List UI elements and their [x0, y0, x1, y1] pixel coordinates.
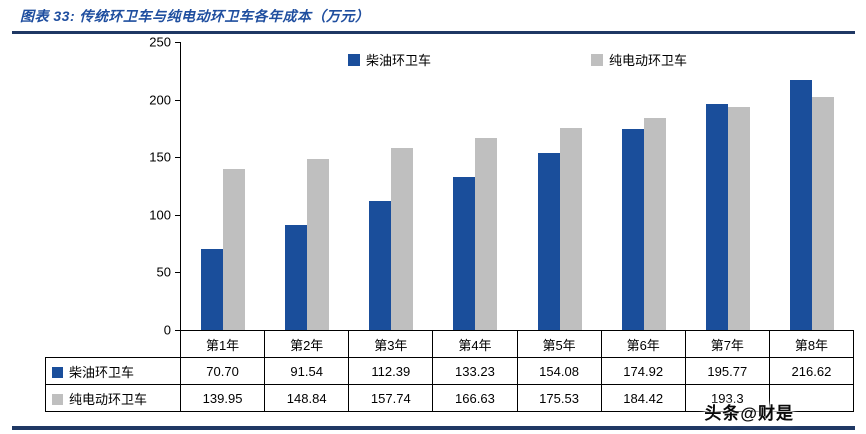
value-cell: 216.62 [768, 357, 855, 385]
series-name: 柴油环卫车 [69, 364, 135, 380]
y-tick-label: 0 [163, 322, 171, 338]
value-cell: 157.74 [348, 384, 434, 412]
bar-group [770, 42, 854, 330]
bar-纯电动环卫车 [811, 97, 834, 330]
bottom-rule [12, 426, 855, 430]
bar-柴油环卫车 [705, 104, 728, 330]
value-cell: 139.95 [179, 384, 266, 412]
series-name: 纯电动环卫车 [69, 391, 148, 407]
category-cell: 第2年 [264, 330, 350, 358]
legend-item: 柴油环卫车 [347, 50, 431, 69]
bar-group [686, 42, 770, 330]
chart-legend: 柴油环卫车 纯电动环卫车 [181, 50, 854, 69]
y-axis: 0 50 100 150 200 250 [45, 35, 180, 338]
table-row: 纯电动环卫车 139.95 148.84 157.74 166.63 175.53 184.… [45, 384, 855, 412]
bar-柴油环卫车 [537, 152, 560, 330]
bar-柴油环卫车 [453, 176, 476, 330]
value-cell: 174.92 [600, 357, 686, 385]
bar-纯电动环卫车 [391, 148, 414, 330]
bar-纯电动环卫车 [223, 168, 246, 330]
category-cell: 第5年 [516, 330, 602, 358]
bar-group [181, 42, 265, 330]
category-cell: 第4年 [432, 330, 518, 358]
bar-groups [181, 42, 854, 330]
value-cell: 193.3 [684, 384, 770, 412]
value-cell: 70.70 [179, 357, 266, 385]
y-axis-tick [175, 272, 181, 274]
series-label-cell: 柴油环卫车 [45, 357, 181, 385]
plot-area: 柴油环卫车 纯电动环卫车 [175, 42, 854, 331]
series-label-cell: 纯电动环卫车 [45, 384, 181, 412]
category-cell: 第6年 [600, 330, 686, 358]
table-row: 柴油环卫车 70.70 91.54 112.39 133.23 154.08 174.92 1… [45, 357, 855, 385]
bar-纯电动环卫车 [475, 138, 498, 330]
legend-label: 柴油环卫车 [365, 53, 431, 68]
y-axis-tick [175, 42, 181, 43]
table-corner-cell [46, 331, 181, 358]
series-swatch-icon [52, 366, 63, 378]
bar-柴油环卫车 [369, 200, 392, 330]
legend-swatch-icon [347, 53, 360, 66]
bar-group [265, 42, 349, 330]
bar-柴油环卫车 [621, 128, 644, 330]
chart-block: 0 50 100 150 200 250 柴油环卫车 纯电动环卫车 第1年 第2年 第3年 第4年… [45, 35, 855, 412]
value-cell: 195.77 [684, 357, 770, 385]
bar-柴油环卫车 [789, 80, 812, 330]
figure-title: 图表 33: 传统环卫车与纯电动环卫车各年成本（万元） [20, 8, 370, 24]
value-cell: 184.42 [600, 384, 686, 412]
category-row: 第1年 第2年 第3年 第4年 第5年 第6年 第7年 第8年 [46, 330, 855, 358]
value-cell: 154.08 [516, 357, 602, 385]
value-cell: 133.23 [432, 357, 518, 385]
y-tick-label: 50 [156, 264, 171, 280]
bar-group [433, 42, 517, 330]
category-cell: 第1年 [179, 330, 266, 358]
value-cell: 175.53 [516, 384, 602, 412]
top-rule [12, 31, 855, 34]
value-cell: 148.84 [264, 384, 350, 412]
category-cell: 第8年 [768, 330, 855, 358]
value-cell: 112.39 [348, 357, 434, 385]
y-axis-tick [175, 157, 181, 159]
legend-label: 纯电动环卫车 [609, 53, 688, 68]
legend-swatch-icon [591, 53, 603, 66]
bar-纯电动环卫车 [559, 127, 582, 330]
bar-纯电动环卫车 [307, 158, 330, 330]
y-axis-tick [175, 99, 181, 101]
category-cell: 第7年 [684, 330, 770, 358]
y-tick-label: 250 [149, 34, 171, 50]
y-tick-label: 200 [149, 92, 171, 108]
y-axis-tick [175, 214, 181, 216]
series-swatch-icon [52, 393, 63, 405]
y-tick-label: 150 [149, 149, 171, 165]
bar-group [602, 42, 686, 330]
bar-纯电动环卫车 [643, 117, 666, 330]
value-cell [768, 384, 855, 412]
legend-item: 纯电动环卫车 [591, 50, 687, 69]
bar-纯电动环卫车 [727, 107, 750, 330]
data-table: 第1年 第2年 第3年 第4年 第5年 第6年 第7年 第8年 柴油环卫车 70.70 91.54 1… [45, 330, 855, 412]
chart-row: 0 50 100 150 200 250 柴油环卫车 纯电动环卫车 [45, 35, 854, 338]
y-tick-label: 100 [149, 207, 171, 223]
bar-group [349, 42, 433, 330]
bar-group [518, 42, 602, 330]
watermark: 头条@财是 [704, 404, 794, 423]
value-cell: 91.54 [264, 357, 350, 385]
category-cell: 第3年 [348, 330, 434, 358]
value-cell: 166.63 [432, 384, 518, 412]
bar-柴油环卫车 [285, 224, 308, 330]
y-axis-tick [175, 330, 181, 331]
bar-柴油环卫车 [201, 248, 224, 330]
